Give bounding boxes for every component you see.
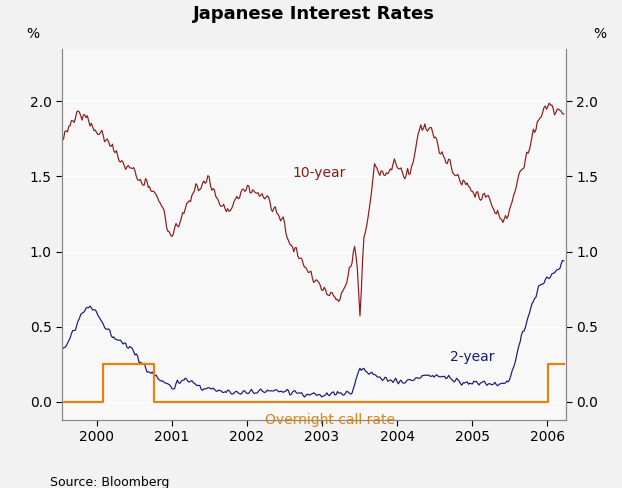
Title: Japanese Interest Rates: Japanese Interest Rates bbox=[193, 5, 435, 23]
Text: 10-year: 10-year bbox=[292, 166, 345, 181]
Text: 2-year: 2-year bbox=[450, 349, 494, 364]
Text: %: % bbox=[594, 27, 607, 41]
Text: %: % bbox=[26, 27, 39, 41]
Text: Overnight call rate: Overnight call rate bbox=[264, 413, 394, 427]
Text: Source: Bloomberg: Source: Bloomberg bbox=[50, 476, 169, 488]
